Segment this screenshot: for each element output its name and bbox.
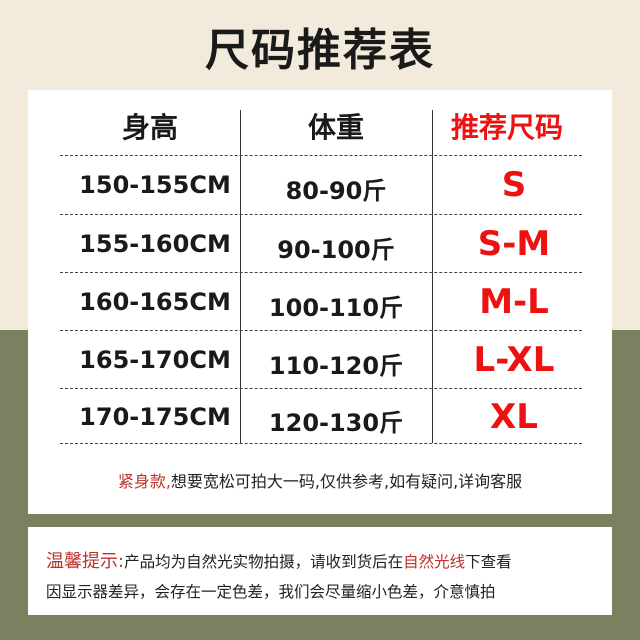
page-title: 尺码推荐表	[205, 25, 435, 76]
row-divider	[60, 155, 582, 156]
row-divider	[60, 272, 582, 273]
weight-cell: 110-120斤	[268, 352, 404, 380]
tips-card: 温馨提示:产品均为自然光实物拍摄，请收到货后在自然光线下查看 因显示器差异，会存…	[28, 527, 612, 615]
tips-line-2: 因显示器差异，会存在一定色差，我们会尽量缩小色差，介意慎拍	[46, 583, 496, 601]
header-height: 身高	[121, 111, 178, 144]
column-divider	[432, 110, 433, 443]
header-weight: 体重	[307, 111, 364, 144]
size-cell: S-M	[477, 224, 551, 264]
size-cell: S	[501, 165, 527, 205]
tips-text: 下查看	[465, 553, 512, 571]
weight-cell: 120-130斤	[268, 409, 404, 437]
row-divider	[60, 214, 582, 215]
fit-note-text: 想要宽松可拍大一码,仅供参考,如有疑问,详询客服	[170, 472, 523, 491]
weight-cell: 100-110斤	[268, 294, 404, 322]
row-divider	[60, 330, 582, 331]
size-cell: XL	[490, 397, 538, 437]
row-divider	[60, 388, 582, 389]
row-divider	[60, 443, 582, 444]
fit-note-highlight: 紧身款,	[117, 472, 171, 491]
tips-label: 温馨提示:	[46, 551, 125, 572]
height-cell: 150-155CM	[79, 171, 231, 199]
tips-highlight: 自然光线	[403, 553, 466, 571]
header-size: 推荐尺码	[450, 111, 563, 144]
size-cell: M-L	[479, 282, 549, 322]
column-divider	[240, 110, 241, 443]
weight-cell: 90-100斤	[277, 236, 395, 264]
height-cell: 155-160CM	[79, 230, 231, 258]
tips-text: 产品均为自然光实物拍摄，请收到货后在	[124, 553, 404, 571]
height-cell: 160-165CM	[79, 288, 231, 316]
size-cell: L-XL	[473, 340, 555, 380]
height-cell: 170-175CM	[79, 403, 231, 431]
fit-note: 紧身款,想要宽松可拍大一码,仅供参考,如有疑问,详询客服	[0, 468, 640, 492]
height-cell: 165-170CM	[79, 346, 231, 374]
tips-line-1: 温馨提示:产品均为自然光实物拍摄，请收到货后在自然光线下查看	[46, 547, 612, 577]
weight-cell: 80-90斤	[285, 177, 387, 205]
